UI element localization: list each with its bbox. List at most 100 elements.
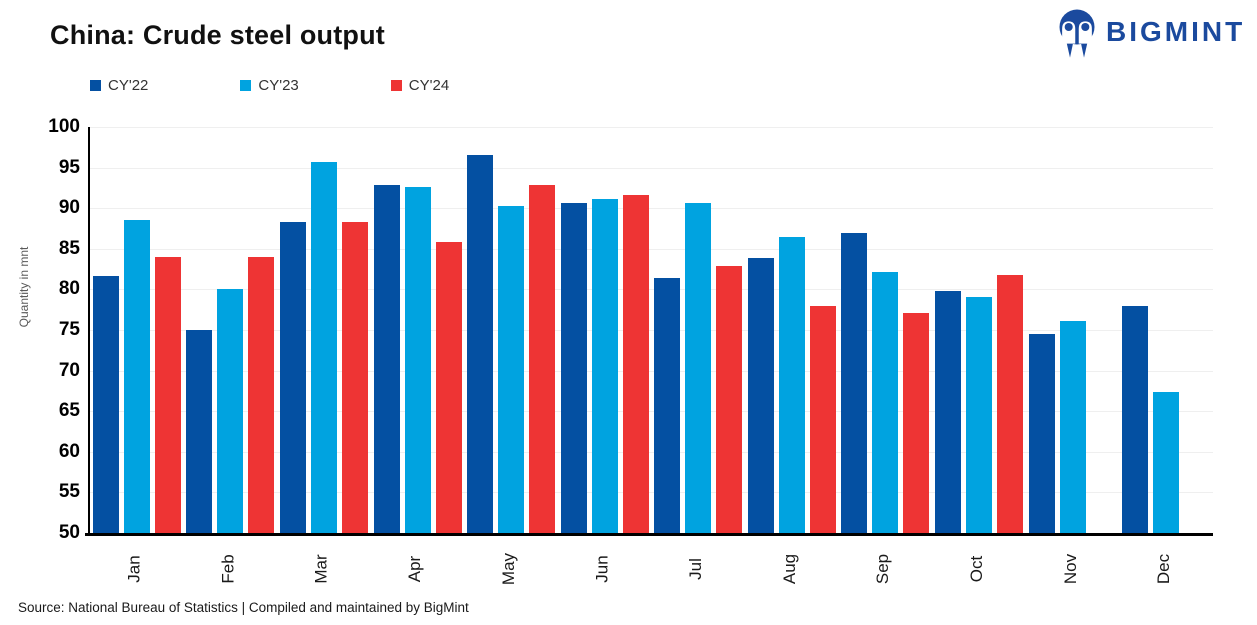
bar-cy22-may bbox=[467, 154, 494, 533]
y-tick-label-75: 75 bbox=[58, 319, 80, 340]
bar-cy22-nov bbox=[1028, 334, 1055, 533]
legend-item-cy22: CY'22 bbox=[90, 77, 148, 94]
bar-group-sep bbox=[839, 127, 933, 533]
bar-group-oct bbox=[932, 127, 1026, 533]
x-tick-label-may: May bbox=[462, 540, 556, 598]
gridline-90 bbox=[90, 208, 1213, 210]
gridline-80 bbox=[90, 289, 1213, 291]
bar-cy23-aug bbox=[778, 237, 805, 533]
x-tick-text: Oct bbox=[967, 555, 987, 583]
bar-cy23-apr bbox=[404, 187, 431, 533]
x-tick-label-jan: Jan bbox=[88, 540, 182, 598]
y-tick-label-50: 50 bbox=[58, 522, 80, 543]
x-tick-text: Jan bbox=[124, 555, 144, 583]
legend-swatch bbox=[390, 80, 402, 91]
legend-label: CY'22 bbox=[108, 77, 149, 94]
bar-cy24-oct bbox=[996, 274, 1023, 533]
y-tick-label-90: 90 bbox=[58, 197, 80, 219]
bar-cy24-mar bbox=[341, 222, 368, 533]
x-tick-label-oct: Oct bbox=[930, 540, 1024, 598]
y-tick-label-100: 100 bbox=[48, 116, 80, 137]
bar-group-jun bbox=[558, 127, 652, 533]
legend-item-cy23: CY'23 bbox=[240, 77, 299, 94]
bar-cy22-feb bbox=[186, 330, 213, 533]
x-tick-label-jul: Jul bbox=[650, 540, 744, 598]
bar-cy22-jan bbox=[92, 275, 119, 533]
bar-group-jul bbox=[651, 127, 745, 533]
x-tick-text: Jun bbox=[592, 555, 612, 583]
bigmint-logo: BIGMINT bbox=[1056, 8, 1246, 65]
bar-group-nov bbox=[1026, 127, 1120, 533]
bar-cy23-sep bbox=[872, 272, 899, 533]
bar-cy23-feb bbox=[217, 288, 244, 533]
x-tick-text: May bbox=[499, 552, 519, 586]
x-tick-text: Sep bbox=[873, 553, 893, 585]
x-tick-text: Nov bbox=[1060, 553, 1080, 585]
x-tick-text: Apr bbox=[405, 555, 425, 583]
bar-cy23-jul bbox=[685, 203, 712, 533]
bigmint-logo-text: BIGMINT bbox=[1106, 16, 1246, 47]
bar-cy23-nov bbox=[1059, 321, 1086, 533]
bar-cy24-sep bbox=[903, 312, 930, 533]
y-tick-label-65: 65 bbox=[58, 400, 80, 422]
x-tick-label-aug: Aug bbox=[743, 540, 837, 598]
gridline-55 bbox=[90, 492, 1213, 494]
x-tick-text: Aug bbox=[779, 553, 799, 585]
bar-cy24-may bbox=[529, 185, 556, 533]
gridline-100 bbox=[90, 127, 1213, 128]
x-tick-label-mar: Mar bbox=[275, 540, 369, 598]
gridline-65 bbox=[90, 411, 1213, 413]
bar-cy24-feb bbox=[248, 256, 275, 533]
gridline-70 bbox=[90, 370, 1213, 372]
x-tick-label-jun: Jun bbox=[556, 540, 650, 598]
bar-cy23-dec bbox=[1153, 391, 1180, 533]
x-tick-label-feb: Feb bbox=[182, 540, 276, 598]
bar-group-mar bbox=[277, 127, 371, 533]
plot-area bbox=[90, 127, 1213, 533]
bar-cy23-jan bbox=[123, 219, 150, 533]
chart-legend: CY'22 CY'23 CY'24 bbox=[90, 77, 449, 94]
bar-group-apr bbox=[371, 127, 465, 533]
x-axis-line bbox=[85, 533, 1213, 536]
bar-group-aug bbox=[745, 127, 839, 533]
bar-cy23-jun bbox=[591, 199, 618, 533]
gridline-75 bbox=[90, 330, 1213, 331]
gridline-95 bbox=[90, 167, 1213, 169]
bar-cy22-jul bbox=[654, 278, 681, 533]
bigmint-logo-icon bbox=[1056, 8, 1098, 65]
bar-cy22-mar bbox=[279, 222, 306, 533]
y-tick-label-55: 55 bbox=[58, 481, 80, 503]
bar-group-dec bbox=[1119, 127, 1213, 533]
y-axis-line bbox=[88, 127, 90, 533]
legend-label: CY'24 bbox=[408, 77, 450, 94]
legend-label: CY'23 bbox=[258, 77, 299, 94]
x-tick-label-nov: Nov bbox=[1024, 540, 1118, 598]
y-tick-label-85: 85 bbox=[58, 237, 80, 259]
bar-cy22-jun bbox=[560, 202, 587, 533]
bar-cy24-jun bbox=[622, 195, 649, 533]
bar-cy24-aug bbox=[809, 306, 836, 533]
bar-cy22-dec bbox=[1122, 306, 1149, 533]
bar-group-jan bbox=[90, 127, 184, 533]
bar-cy23-mar bbox=[310, 161, 337, 533]
x-tick-text: Dec bbox=[1154, 553, 1174, 585]
x-tick-text: Jul bbox=[686, 558, 706, 580]
x-tick-label-apr: Apr bbox=[369, 540, 463, 598]
x-tick-text: Mar bbox=[311, 554, 331, 584]
bar-group-feb bbox=[184, 127, 278, 533]
legend-item-cy24: CY'24 bbox=[390, 77, 450, 94]
gridline-60 bbox=[90, 451, 1213, 453]
bar-cy24-jan bbox=[154, 256, 181, 533]
legend-swatch bbox=[240, 80, 252, 91]
y-tick-label-60: 60 bbox=[58, 440, 80, 462]
bar-cy22-sep bbox=[841, 232, 868, 533]
bar-group-may bbox=[464, 127, 558, 533]
bar-cy22-apr bbox=[373, 185, 400, 533]
source-note: Source: National Bureau of Statistics | … bbox=[18, 600, 469, 615]
bar-cy22-aug bbox=[747, 257, 774, 533]
bar-cy24-apr bbox=[435, 241, 462, 533]
y-tick-label-80: 80 bbox=[58, 278, 80, 300]
bar-cy22-oct bbox=[934, 291, 961, 533]
y-tick-label-95: 95 bbox=[58, 156, 80, 178]
bars-layer bbox=[90, 127, 1213, 533]
